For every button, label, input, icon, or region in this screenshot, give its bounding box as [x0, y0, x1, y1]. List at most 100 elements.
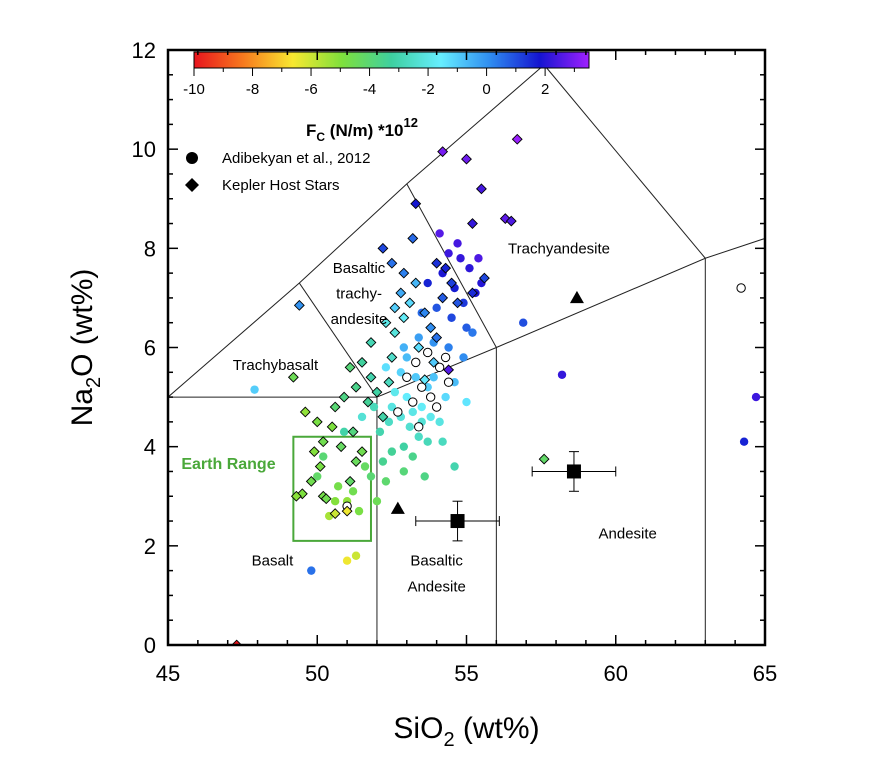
- adibekyan-point: [435, 229, 444, 238]
- region-label: Andesite: [407, 578, 465, 595]
- plot-area: [168, 64, 765, 645]
- adibekyan-point: [429, 373, 438, 382]
- kepler-point: [305, 475, 317, 487]
- kepler-point: [461, 153, 472, 165]
- adibekyan-open-point: [443, 377, 454, 387]
- x-axis-title-main: SiO: [393, 712, 443, 745]
- kepler-point: [398, 267, 410, 279]
- kepler-point: [296, 488, 308, 500]
- adibekyan-open-point: [440, 352, 451, 363]
- colorbar-gradient: [193, 51, 590, 69]
- x-tick-label: 45: [156, 661, 180, 686]
- x-tick-label: 65: [753, 661, 777, 686]
- x-axis-title-sub: 2: [443, 729, 454, 751]
- y-tick-label: 0: [144, 633, 156, 658]
- adibekyan-open-point: [402, 372, 412, 382]
- adibekyan-open-point: [422, 347, 433, 358]
- adibekyan-point: [444, 343, 453, 352]
- kepler-point: [329, 508, 341, 520]
- kepler-point: [320, 493, 332, 505]
- kepler-point: [356, 356, 368, 368]
- region-label: Trachybasalt: [233, 357, 319, 374]
- adibekyan-point: [319, 452, 328, 461]
- region-label: Andesite: [599, 525, 657, 542]
- kepler-point: [431, 332, 443, 344]
- region-label: Basalt: [252, 553, 295, 570]
- colorbar-tick-label: -2: [421, 81, 434, 98]
- adibekyan-point: [423, 278, 432, 288]
- y-tick-label: 2: [144, 534, 156, 559]
- region-label: Basaltic: [410, 553, 463, 570]
- kepler-point: [326, 421, 338, 433]
- adibekyan-point: [450, 462, 459, 471]
- reference-square: [450, 514, 465, 529]
- adibekyan-point: [420, 472, 429, 481]
- adibekyan-point: [402, 353, 411, 362]
- colorbar-tick-label: 0: [482, 81, 490, 98]
- kepler-point: [475, 183, 487, 195]
- adibekyan-point: [468, 328, 477, 337]
- colorbar-tick-label: -8: [246, 81, 259, 98]
- adibekyan-point: [330, 497, 340, 506]
- adibekyan-point: [313, 472, 322, 481]
- kepler-point: [287, 371, 299, 383]
- kepler-point: [317, 436, 329, 448]
- region-label: trachy-: [336, 285, 382, 302]
- tas-boundary-2: [496, 257, 706, 645]
- kepler-point: [446, 277, 458, 289]
- x-tick-label: 60: [604, 661, 628, 686]
- kepler-point: [311, 416, 323, 428]
- y-tick-label: 6: [144, 336, 156, 361]
- adibekyan-point: [444, 249, 453, 258]
- adibekyan-point: [426, 412, 435, 422]
- adibekyan-point: [408, 407, 417, 417]
- kepler-point: [404, 297, 416, 309]
- adibekyan-point: [250, 385, 259, 394]
- adibekyan-open-point: [411, 357, 421, 368]
- x-tick-label: 55: [454, 661, 478, 686]
- adibekyan-point: [357, 412, 367, 422]
- legend-diamond-marker: [185, 178, 199, 192]
- y-axis-title-sub: 2: [83, 377, 105, 388]
- kepler-point: [538, 453, 550, 465]
- y-axis-title-tail: O (wt%): [66, 269, 99, 377]
- colorbar-title-tail: (N/m) *10: [325, 121, 403, 140]
- kepler-point: [431, 257, 443, 269]
- kepler-point: [437, 146, 449, 158]
- reference-triangle: [569, 290, 584, 304]
- kepler-point: [338, 391, 350, 403]
- tas-boundary-5: [298, 282, 378, 398]
- adibekyan-point: [438, 437, 447, 446]
- adibekyan-open-point: [393, 407, 403, 417]
- adibekyan-point: [405, 422, 414, 432]
- y-axis-title-main: Na: [66, 388, 99, 427]
- adibekyan-point: [366, 472, 376, 481]
- tas-boundary-7: [543, 64, 706, 259]
- tas-boundary-6: [406, 183, 497, 348]
- colorbar: -10 -8 -6 -4 -2 0 2: [183, 51, 590, 98]
- y-axis-title: Na2O (wt%): [66, 269, 105, 427]
- adibekyan-point: [342, 556, 352, 565]
- adibekyan-point: [399, 467, 409, 476]
- x-axis-title-tail: (wt%): [455, 712, 540, 745]
- kepler-point: [350, 381, 362, 393]
- adibekyan-point: [751, 392, 761, 402]
- adibekyan-point: [369, 402, 379, 412]
- kepler-point: [365, 371, 377, 383]
- colorbar-tick-label: -10: [183, 81, 205, 98]
- kepler-point: [413, 342, 425, 353]
- adibekyan-open-point: [425, 392, 436, 402]
- adibekyan-point: [423, 437, 432, 446]
- x-tick-label: 50: [305, 661, 329, 686]
- kepler-point: [365, 337, 377, 348]
- kepler-point: [389, 327, 401, 339]
- adibekyan-point: [387, 447, 397, 456]
- kepler-point: [341, 505, 353, 517]
- kepler-point: [344, 361, 356, 373]
- adibekyan-point: [375, 427, 385, 436]
- adibekyan-point: [432, 303, 441, 313]
- colorbar-title: FC (N/m) *1012: [306, 115, 418, 144]
- kepler-point: [437, 292, 449, 304]
- kepler-point: [335, 441, 347, 453]
